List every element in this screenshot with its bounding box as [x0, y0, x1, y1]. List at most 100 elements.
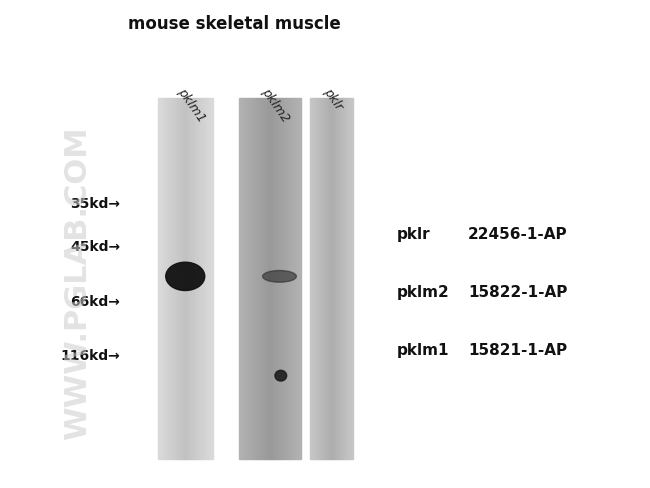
Bar: [340, 98, 341, 459]
Bar: [282, 98, 283, 459]
Bar: [242, 98, 244, 459]
Bar: [206, 98, 207, 459]
Bar: [164, 98, 166, 459]
Bar: [265, 98, 266, 459]
Text: pklm1: pklm1: [175, 85, 207, 124]
Bar: [200, 98, 202, 459]
Bar: [278, 98, 279, 459]
Bar: [287, 98, 288, 459]
Bar: [170, 98, 172, 459]
Bar: [166, 98, 167, 459]
Bar: [294, 98, 296, 459]
Bar: [254, 98, 256, 459]
Bar: [196, 98, 198, 459]
Bar: [339, 98, 340, 459]
Bar: [345, 98, 346, 459]
Text: pklm2: pklm2: [396, 285, 449, 300]
Bar: [320, 98, 321, 459]
Bar: [176, 98, 177, 459]
Ellipse shape: [263, 270, 296, 282]
Bar: [346, 98, 347, 459]
Bar: [341, 98, 342, 459]
Bar: [191, 98, 192, 459]
Text: pklr: pklr: [396, 227, 430, 243]
Bar: [268, 98, 270, 459]
Ellipse shape: [275, 370, 287, 381]
Bar: [336, 98, 337, 459]
Bar: [199, 98, 200, 459]
Bar: [279, 98, 281, 459]
Bar: [189, 98, 190, 459]
Bar: [337, 98, 338, 459]
Bar: [179, 98, 181, 459]
Bar: [335, 98, 336, 459]
Bar: [293, 98, 294, 459]
Bar: [283, 98, 285, 459]
Text: 45kd→: 45kd→: [70, 241, 120, 254]
Bar: [184, 98, 185, 459]
Bar: [350, 98, 352, 459]
Bar: [332, 98, 333, 459]
Ellipse shape: [166, 262, 205, 290]
Bar: [162, 98, 163, 459]
Bar: [210, 98, 211, 459]
Bar: [177, 98, 178, 459]
Bar: [198, 98, 199, 459]
Bar: [159, 98, 161, 459]
Bar: [202, 98, 203, 459]
Bar: [168, 98, 170, 459]
Bar: [248, 98, 250, 459]
Bar: [262, 98, 264, 459]
Bar: [343, 98, 344, 459]
Text: mouse skeletal muscle: mouse skeletal muscle: [127, 15, 341, 33]
Bar: [326, 98, 328, 459]
Bar: [167, 98, 168, 459]
Bar: [245, 98, 246, 459]
Bar: [348, 98, 350, 459]
Text: 35kd→: 35kd→: [70, 197, 120, 211]
Bar: [322, 98, 323, 459]
Bar: [259, 98, 261, 459]
Bar: [178, 98, 179, 459]
Bar: [264, 98, 265, 459]
Bar: [183, 98, 184, 459]
Bar: [271, 98, 273, 459]
Bar: [173, 98, 174, 459]
Bar: [296, 98, 298, 459]
Bar: [291, 98, 293, 459]
Text: 15822-1-AP: 15822-1-AP: [468, 285, 567, 300]
Bar: [325, 98, 326, 459]
Bar: [157, 98, 159, 459]
Text: WWW.PGLAB.COM: WWW.PGLAB.COM: [64, 126, 92, 440]
Bar: [195, 98, 196, 459]
Bar: [187, 98, 188, 459]
Bar: [347, 98, 348, 459]
Text: pklr: pklr: [321, 85, 345, 112]
Bar: [244, 98, 245, 459]
Bar: [311, 98, 313, 459]
Bar: [211, 98, 213, 459]
Bar: [270, 98, 271, 459]
Bar: [276, 98, 278, 459]
Text: 66kd→: 66kd→: [70, 295, 120, 308]
Bar: [330, 98, 332, 459]
Bar: [174, 98, 176, 459]
Bar: [317, 98, 318, 459]
Bar: [246, 98, 248, 459]
Text: 22456-1-AP: 22456-1-AP: [468, 227, 567, 243]
Bar: [344, 98, 345, 459]
Bar: [274, 98, 276, 459]
Bar: [207, 98, 209, 459]
Text: pklm1: pklm1: [396, 343, 449, 358]
Bar: [194, 98, 195, 459]
Bar: [239, 98, 240, 459]
Bar: [209, 98, 210, 459]
Bar: [185, 98, 187, 459]
Bar: [298, 98, 299, 459]
Bar: [192, 98, 194, 459]
Bar: [338, 98, 339, 459]
Bar: [319, 98, 320, 459]
Bar: [299, 98, 300, 459]
Bar: [181, 98, 183, 459]
Bar: [253, 98, 254, 459]
